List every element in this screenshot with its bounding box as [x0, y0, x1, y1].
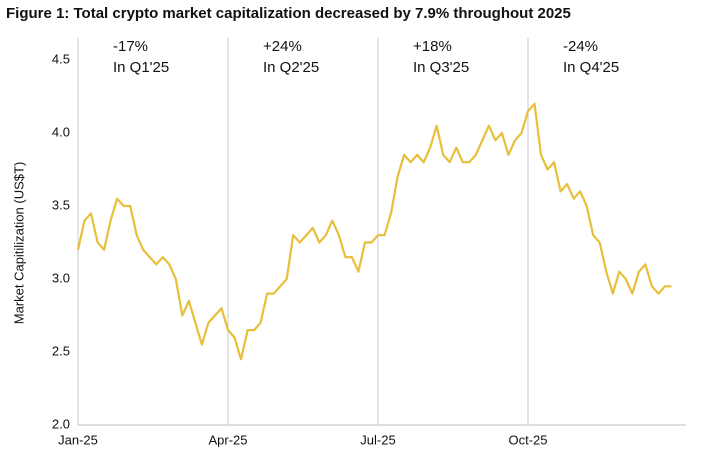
y-tick-label: 3.5: [52, 197, 70, 212]
x-tick-label: Jan-25: [58, 432, 98, 447]
y-tick-label: 4.0: [52, 124, 70, 139]
y-tick-label: 2.5: [52, 343, 70, 358]
x-tick-label: Apr-25: [208, 432, 247, 447]
y-tick-label: 2.0: [52, 416, 70, 431]
y-axis-label: Market Capitilization (US$T): [11, 162, 26, 325]
annotation-label: In Q4'25: [563, 59, 619, 76]
annotation-label: In Q2'25: [263, 59, 319, 76]
x-tick-label: Jul-25: [360, 432, 395, 447]
x-tick-label: Oct-25: [508, 432, 547, 447]
y-tick-label: 3.0: [52, 270, 70, 285]
annotation-label: In Q3'25: [413, 59, 469, 76]
annotation-change: +24%: [263, 38, 302, 55]
annotation-label: In Q1'25: [113, 59, 169, 76]
data-line: [76, 102, 672, 361]
chart-title: Figure 1: Total crypto market capitaliza…: [6, 5, 571, 22]
annotation-change: +18%: [413, 38, 452, 55]
annotation-change: -17%: [113, 38, 148, 55]
annotation-change: -24%: [563, 38, 598, 55]
y-tick-label: 4.5: [52, 51, 70, 66]
